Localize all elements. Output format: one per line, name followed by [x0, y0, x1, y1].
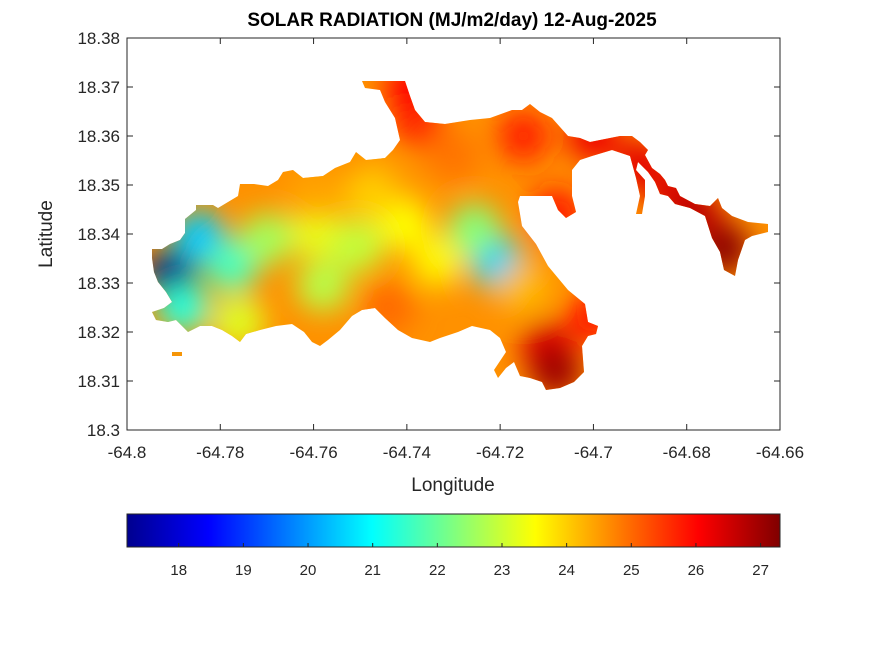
field-point — [530, 188, 583, 241]
x-tick-label: -64.7 — [574, 443, 613, 462]
colorbar-tick-label: 21 — [364, 562, 381, 579]
y-tick-label: 18.36 — [77, 127, 120, 146]
field-point — [240, 212, 293, 265]
colorbar-tick-label: 27 — [752, 562, 769, 579]
field-core — [187, 224, 212, 249]
field-core — [485, 251, 510, 276]
field-core — [219, 253, 244, 278]
field-point — [530, 345, 583, 390]
x-tick-label: -64.68 — [663, 443, 711, 462]
colorbar-tick-label: 18 — [170, 562, 187, 579]
y-axis-label: Latitude — [36, 200, 57, 268]
field-point — [670, 188, 723, 241]
field-point — [378, 198, 431, 251]
field-point — [289, 205, 342, 258]
field-point — [698, 222, 751, 275]
field-point — [343, 168, 396, 221]
field-point — [567, 291, 620, 344]
x-tick-label: -64.76 — [289, 443, 337, 462]
field-point — [212, 296, 265, 349]
field-point — [497, 110, 550, 162]
field-point — [287, 168, 340, 221]
field-point — [651, 168, 704, 221]
colorbar-tick-label: 26 — [688, 562, 705, 579]
y-tick-label: 18.33 — [77, 274, 120, 293]
colorbar-tick-label: 22 — [429, 562, 446, 579]
colorbar-tick-label: 19 — [235, 562, 252, 579]
field-point — [362, 281, 415, 334]
field-point — [427, 129, 480, 182]
x-tick-label: -64.72 — [476, 443, 524, 462]
y-tick-label: 18.32 — [77, 323, 120, 342]
y-tick-label: 18.3 — [87, 421, 120, 440]
chart-title: SOLAR RADIATION (MJ/m2/day) 12-Aug-2025 — [247, 10, 657, 31]
x-tick-label: -64.74 — [383, 443, 431, 462]
y-tick-label: 18.31 — [77, 372, 120, 391]
field-core — [170, 295, 195, 320]
y-axis: 18.3 18.31 18.32 18.33 18.34 18.35 18.36 18.37 1… — [77, 29, 780, 440]
radiation-field — [152, 81, 768, 390]
field-point — [296, 259, 349, 312]
field-point — [567, 110, 620, 162]
field-core — [159, 263, 184, 288]
y-tick-label: 18.34 — [77, 225, 120, 244]
x-tick-label: -64.8 — [108, 443, 147, 462]
x-axis: -64.8 -64.78 -64.76 -64.74 -64.72 -64.7 -64.68… — [108, 38, 804, 462]
colorbar-tick-label: 23 — [494, 562, 511, 579]
field-point — [411, 234, 464, 287]
y-tick-label: 18.37 — [77, 78, 120, 97]
y-tick-label: 18.35 — [77, 176, 120, 195]
x-tick-label: -64.66 — [756, 443, 804, 462]
field-point — [331, 220, 384, 273]
colorbar-tick-label: 25 — [623, 562, 640, 579]
field-point — [385, 81, 438, 113]
colorbar-ticks: 18 19 20 21 22 23 24 25 26 27 — [170, 543, 769, 579]
x-axis-label: Longitude — [411, 475, 494, 496]
field-point — [497, 261, 550, 314]
y-tick-label: 18.38 — [77, 29, 120, 48]
colorbar-tick-label: 24 — [558, 562, 575, 579]
x-tick-label: -64.78 — [196, 443, 244, 462]
colorbar-tick-label: 20 — [300, 562, 317, 579]
field-point — [448, 203, 501, 256]
colorbar — [126, 513, 781, 548]
radiation-surface — [152, 81, 768, 390]
